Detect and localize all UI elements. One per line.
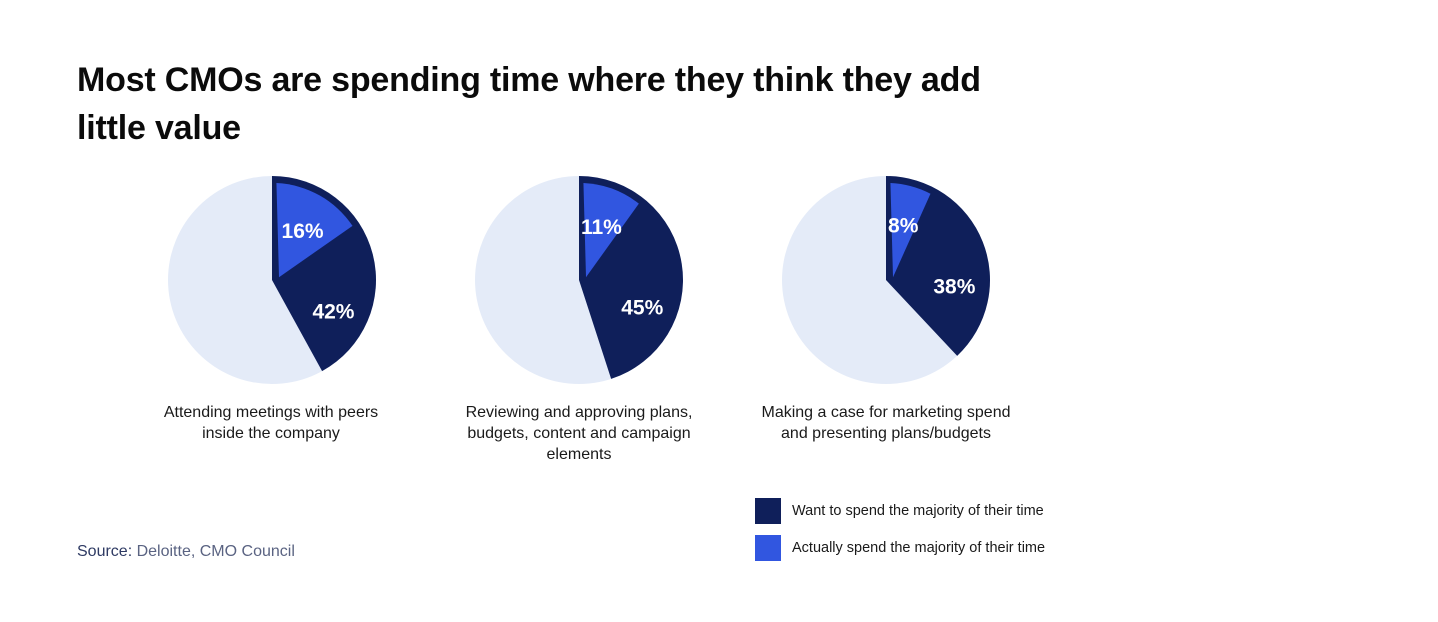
pie-label-want: 38% [933,276,975,299]
legend-swatch-want [755,497,781,524]
pie-label-want: 45% [621,297,663,320]
pie-caption-1: Attending meetings with peers inside the… [163,404,379,442]
pie-label-want: 42% [312,301,354,324]
legend: Want to spend the majority of their time… [755,497,1045,571]
legend-item-actual: Actually spend the majority of their tim… [755,534,1045,561]
pie-slice-actual [890,183,931,278]
legend-item-want: Want to spend the majority of their time [755,497,1045,524]
pie-slice-actual [276,183,353,278]
pie-caption-2: Reviewing and approving plans, budgets, … [465,404,693,463]
pie-chart-2: 11% 45% [475,176,684,384]
pie-chart-3: 8% 38% [782,176,991,384]
source-label: Source: [77,543,133,560]
source-note: Source: Deloitte, CMO Council [77,543,295,561]
pie-label-actual: 8% [888,215,919,238]
pie-label-actual: 11% [581,216,622,239]
pie-chart-1: 16% 42% [168,176,377,384]
chart-title: Most CMOs are spending time where they t… [77,61,981,147]
pie-caption-3: Making a case for marketing spend and pr… [761,404,1011,442]
legend-label-want: Want to spend the majority of their time [792,502,1044,519]
source-text: Deloitte, CMO Council [136,543,295,560]
pie-label-actual: 16% [282,220,324,243]
legend-label-actual: Actually spend the majority of their tim… [792,539,1046,556]
legend-swatch-actual [755,534,781,561]
pie-slice-actual [583,183,639,278]
